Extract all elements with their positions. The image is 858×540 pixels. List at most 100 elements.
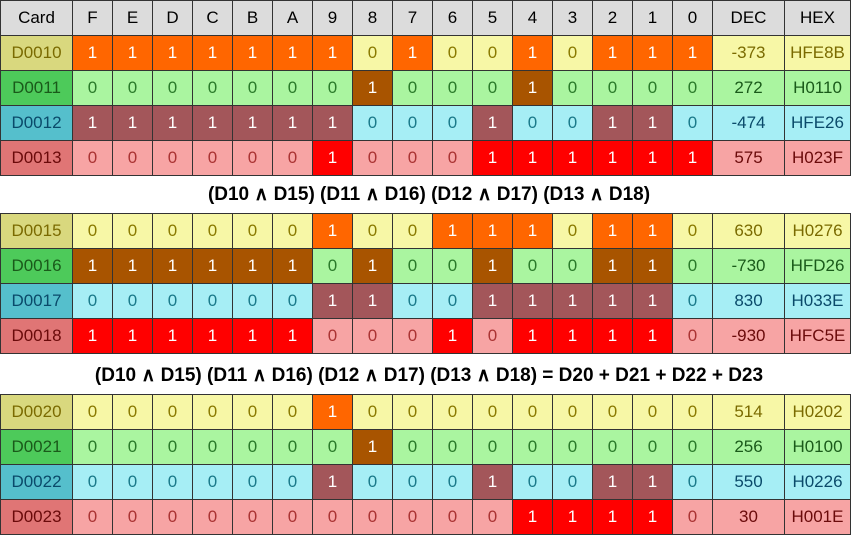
bit-cell-b: 0	[232, 140, 273, 176]
bit-cell-e: 1	[112, 105, 153, 141]
bit-cell-4: 1	[512, 70, 553, 106]
bit-cell-1: 1	[632, 464, 673, 500]
bit-cell-1: 1	[632, 105, 673, 141]
bit-cell-b: 0	[232, 70, 273, 106]
bit-cell-f: 0	[72, 213, 113, 249]
dec-value-cell: 272	[712, 70, 785, 106]
bit-cell-0: 0	[672, 429, 713, 465]
bit-cell-2: 0	[592, 70, 633, 106]
bit-cell-6: 0	[432, 429, 473, 465]
bit-cell-9: 1	[312, 140, 353, 176]
col-header-card: Card	[0, 0, 73, 36]
bit-cell-0: 0	[672, 394, 713, 430]
bit-cell-3: 0	[552, 248, 593, 284]
bit-cell-e: 1	[112, 248, 153, 284]
col-header-bit-9: 9	[312, 0, 353, 36]
bit-cell-d: 0	[152, 394, 193, 430]
hex-value-cell: HFC5E	[784, 318, 851, 354]
bit-cell-9: 1	[312, 35, 353, 71]
bit-cell-f: 0	[72, 283, 113, 319]
bit-cell-8: 0	[352, 318, 393, 354]
bit-cell-2: 1	[592, 105, 633, 141]
bit-cell-f: 0	[72, 429, 113, 465]
bit-cell-3: 0	[552, 70, 593, 106]
bit-cell-e: 0	[112, 394, 153, 430]
bit-cell-7: 1	[392, 35, 433, 71]
bit-cell-6: 0	[432, 464, 473, 500]
bit-cell-6: 0	[432, 35, 473, 71]
col-header-bit-2: 2	[592, 0, 633, 36]
bit-cell-5: 0	[472, 429, 513, 465]
bit-cell-4: 1	[512, 283, 553, 319]
bit-cell-9: 0	[312, 318, 353, 354]
bit-cell-9: 1	[312, 213, 353, 249]
register-name-cell: D0021	[0, 429, 73, 465]
hex-value-cell: H0110	[784, 70, 851, 106]
dec-value-cell: 630	[712, 213, 785, 249]
register-name-cell: D0010	[0, 35, 73, 71]
bit-cell-c: 0	[192, 394, 233, 430]
bit-cell-8: 1	[352, 429, 393, 465]
register-group-2: D0015 0 0 0 0 0 0 1 0 0 1 1 1 0 1 1 0 630 H0276 D0016 1 1 1 1 1 1…	[0, 213, 851, 354]
bit-cell-8: 1	[352, 248, 393, 284]
hex-value-cell: H0226	[784, 464, 851, 500]
bit-cell-3: 0	[552, 105, 593, 141]
bit-cell-e: 0	[112, 140, 153, 176]
bit-cell-7: 0	[392, 464, 433, 500]
register-row-d0021: D0021 0 0 0 0 0 0 0 1 0 0 0 0 0 0 0 0 256 H0100	[0, 429, 851, 465]
bit-cell-b: 0	[232, 429, 273, 465]
bit-cell-9: 0	[312, 70, 353, 106]
col-header-hex: HEX	[784, 0, 851, 36]
register-row-d0023: D0023 0 0 0 0 0 0 0 0 0 0 0 1 1 1 1 0 30 H001E	[0, 499, 851, 535]
bit-cell-b: 1	[232, 248, 273, 284]
bit-cell-c: 0	[192, 70, 233, 106]
bit-cell-8: 0	[352, 464, 393, 500]
bit-cell-8: 0	[352, 140, 393, 176]
bit-cell-d: 1	[152, 318, 193, 354]
col-header-bit-4: 4	[512, 0, 553, 36]
bit-cell-d: 0	[152, 464, 193, 500]
register-row-d0011: D0011 0 0 0 0 0 0 0 1 0 0 0 1 0 0 0 0 272 H0110	[0, 70, 851, 106]
bit-cell-8: 0	[352, 394, 393, 430]
hex-value-cell: H001E	[784, 499, 851, 535]
hex-value-cell: H0100	[784, 429, 851, 465]
bit-cell-3: 0	[552, 429, 593, 465]
bit-cell-8: 1	[352, 70, 393, 106]
bit-cell-a: 0	[272, 283, 313, 319]
bit-cell-e: 0	[112, 283, 153, 319]
bit-cell-a: 0	[272, 213, 313, 249]
register-group-1: D0010 1 1 1 1 1 1 1 0 1 0 0 1 0 1 1 1 -373 HFE8B D0011 0 0 0 0 0…	[0, 35, 851, 176]
register-name-cell: D0015	[0, 213, 73, 249]
hex-value-cell: HFE8B	[784, 35, 851, 71]
bit-cell-b: 0	[232, 499, 273, 535]
bit-cell-1: 1	[632, 318, 673, 354]
hex-value-cell: H033E	[784, 283, 851, 319]
equation-sum: (D10 ∧ D15) (D11 ∧ D16) (D12 ∧ D17) (D13…	[94, 365, 764, 386]
register-name-cell: D0012	[0, 105, 73, 141]
dec-value-cell: 830	[712, 283, 785, 319]
bit-cell-a: 0	[272, 464, 313, 500]
bit-cell-6: 0	[432, 394, 473, 430]
bit-cell-7: 0	[392, 70, 433, 106]
register-name-cell: D0023	[0, 499, 73, 535]
bit-cell-6: 0	[432, 248, 473, 284]
bit-cell-3: 1	[552, 283, 593, 319]
dec-value-cell: 30	[712, 499, 785, 535]
bit-cell-1: 1	[632, 35, 673, 71]
bit-cell-7: 0	[392, 105, 433, 141]
register-row-d0015: D0015 0 0 0 0 0 0 1 0 0 1 1 1 0 1 1 0 630 H0276	[0, 213, 851, 249]
bit-cell-d: 0	[152, 429, 193, 465]
col-header-bit-e: E	[112, 0, 153, 36]
register-group-3: D0020 0 0 0 0 0 0 1 0 0 0 0 0 0 0 0 0 514 H0202 D0021 0 0 0 0 0 0…	[0, 394, 851, 535]
bit-cell-4: 1	[512, 35, 553, 71]
bit-cell-6: 0	[432, 283, 473, 319]
bit-cell-9: 1	[312, 105, 353, 141]
bit-cell-2: 1	[592, 35, 633, 71]
bit-cell-4: 1	[512, 499, 553, 535]
bit-cell-1: 1	[632, 499, 673, 535]
col-header-bit-c: C	[192, 0, 233, 36]
bit-cell-8: 0	[352, 105, 393, 141]
bit-cell-5: 1	[472, 213, 513, 249]
bit-cell-1: 0	[632, 429, 673, 465]
col-header-bit-7: 7	[392, 0, 433, 36]
